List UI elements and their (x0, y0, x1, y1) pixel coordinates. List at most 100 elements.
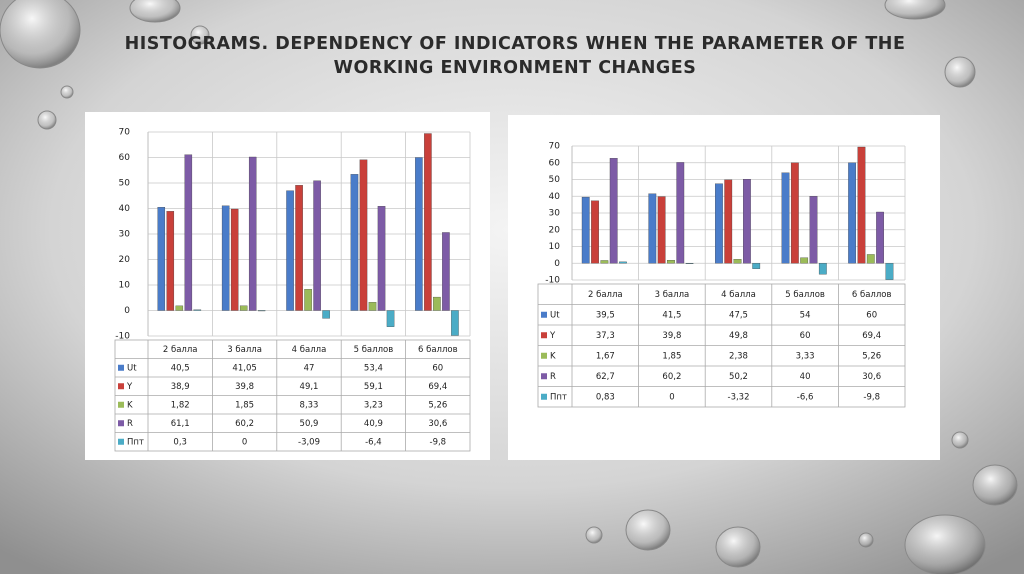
table-value: 30,6 (862, 372, 881, 382)
bar (350, 174, 359, 311)
bar (286, 190, 294, 311)
table-value: 40 (800, 372, 811, 382)
x-tick-label: 2 балла (588, 290, 623, 300)
x-tick-label: 6 баллов (418, 345, 458, 355)
table-value: 69,4 (862, 331, 881, 341)
table-value: 8,33 (300, 400, 319, 410)
y-tick-label: 0 (124, 306, 130, 316)
bar (790, 162, 799, 264)
table-value: 39,8 (235, 382, 254, 392)
y-tick-label: 40 (549, 192, 561, 202)
y-tick-label: 60 (119, 153, 131, 163)
legend-label: Y (549, 331, 556, 341)
bar (239, 305, 248, 311)
table-value: 40,5 (171, 363, 190, 373)
bar (295, 185, 303, 311)
table-value: 41,5 (662, 310, 681, 320)
x-tick-label: 5 баллов (785, 290, 825, 300)
table-value: 5,26 (862, 351, 881, 361)
x-tick-label: 5 баллов (354, 345, 394, 355)
table-value: 47 (304, 363, 315, 373)
slide-title: HISTOGRAMS. DEPENDENCY OF INDICATORS WHE… (125, 34, 906, 54)
bar (433, 296, 441, 311)
legend-key (118, 438, 124, 445)
legend-label: R (550, 372, 556, 382)
table-value: 0,3 (173, 437, 187, 447)
bar (857, 146, 866, 264)
y-tick-label: 0 (554, 259, 560, 269)
legend-label: Ut (127, 363, 137, 373)
bar (848, 162, 856, 264)
table-value: 60 (432, 363, 443, 373)
legend-key (541, 393, 547, 400)
y-tick-label: -10 (115, 332, 130, 342)
bar (676, 162, 685, 264)
x-tick-label: 2 балла (163, 345, 198, 355)
y-tick-label: 50 (119, 179, 131, 189)
table-value: 60 (800, 331, 811, 341)
bar (743, 179, 751, 264)
legend-label: R (127, 419, 133, 429)
y-tick-label: 30 (119, 230, 131, 240)
table-value: 3,23 (364, 400, 383, 410)
bar (885, 263, 894, 280)
legend-key (118, 364, 124, 371)
table-value: 50,2 (729, 372, 748, 382)
bar (442, 232, 450, 311)
table-value: 61,1 (171, 419, 190, 429)
y-tick-label: 70 (119, 128, 131, 138)
bar (876, 211, 884, 264)
bar (591, 200, 599, 264)
table-value: 1,85 (662, 351, 681, 361)
bar (648, 193, 657, 264)
y-tick-label: 20 (549, 225, 561, 235)
table-value: 0 (242, 437, 247, 447)
table-value: -9,8 (863, 392, 880, 402)
bar (304, 289, 312, 311)
bar (809, 196, 818, 264)
bar (248, 156, 257, 311)
table-value: 1,82 (171, 400, 190, 410)
table-value: 39,8 (662, 331, 681, 341)
table-value: 41,05 (232, 363, 256, 373)
bar (451, 310, 459, 336)
bar (157, 207, 166, 311)
legend-label: Y (126, 382, 133, 392)
table-value: 54 (800, 310, 811, 320)
legend-key (541, 373, 547, 380)
table-value: 38,9 (171, 382, 190, 392)
legend-key (118, 420, 124, 427)
legend-label: K (127, 400, 133, 410)
bar (415, 157, 423, 311)
legend-label: K (550, 351, 556, 361)
y-tick-label: 20 (119, 255, 131, 265)
table-value: 49,1 (300, 382, 319, 392)
legend-key (541, 311, 547, 318)
table-value: -9,8 (430, 437, 447, 447)
y-tick-label: 30 (549, 209, 561, 219)
x-tick-label: 3 балла (227, 345, 262, 355)
table-value: 69,4 (428, 382, 447, 392)
table-value: 0 (669, 392, 674, 402)
y-tick-label: 50 (549, 175, 561, 185)
bar (800, 257, 809, 264)
table-value: -3,32 (728, 392, 750, 402)
bar (313, 180, 321, 311)
table-value: -6,4 (365, 437, 382, 447)
bar (667, 260, 675, 264)
bar (359, 159, 368, 311)
bar (175, 305, 184, 311)
bar (600, 260, 609, 264)
table-value: 30,6 (428, 419, 447, 429)
bar (685, 263, 694, 264)
table-value: 2,38 (729, 351, 748, 361)
bar (724, 179, 733, 264)
bar (715, 183, 723, 264)
x-tick-label: 6 баллов (852, 290, 892, 300)
table-value: 60 (866, 310, 877, 320)
table-value: 60,2 (662, 372, 681, 382)
bar (230, 208, 239, 311)
table-value: 62,7 (596, 372, 615, 382)
